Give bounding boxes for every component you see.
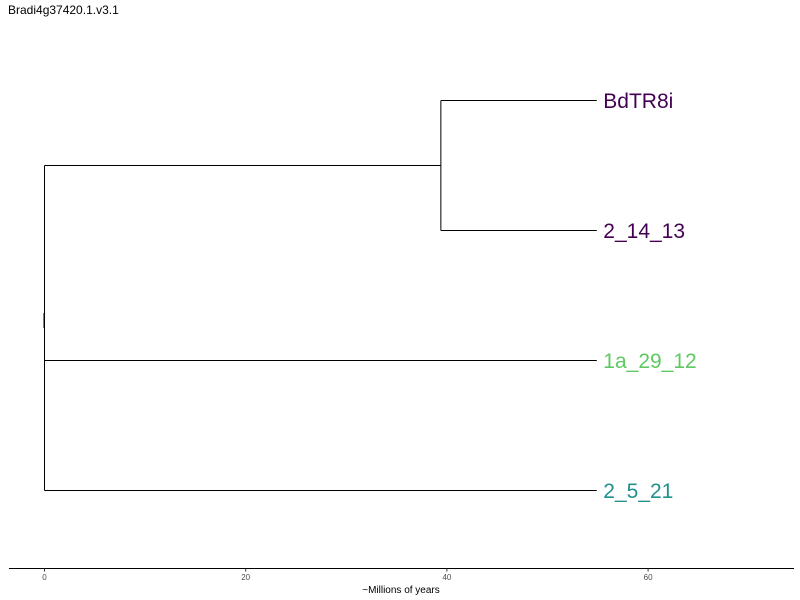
tip-labels: BdTR8i 2_14_13 1a_29_12 2_5_21 <box>603 90 696 503</box>
x-tick-label: 0 <box>42 573 47 582</box>
tree-branches <box>43 100 597 491</box>
tree-title: Bradi4g37420.1.v3.1 <box>8 3 119 17</box>
tip-label: BdTR8i <box>603 90 673 113</box>
x-tick-label: 20 <box>241 573 250 582</box>
x-tick-label: 40 <box>442 573 451 582</box>
x-axis: 0 20 40 60 <box>9 568 794 582</box>
x-tick-label: 60 <box>644 573 653 582</box>
tip-label: 2_5_21 <box>603 480 673 503</box>
tip-label: 1a_29_12 <box>603 350 696 373</box>
tip-label: 2_14_13 <box>603 220 685 243</box>
x-axis-title: ~Millions of years <box>362 585 440 596</box>
